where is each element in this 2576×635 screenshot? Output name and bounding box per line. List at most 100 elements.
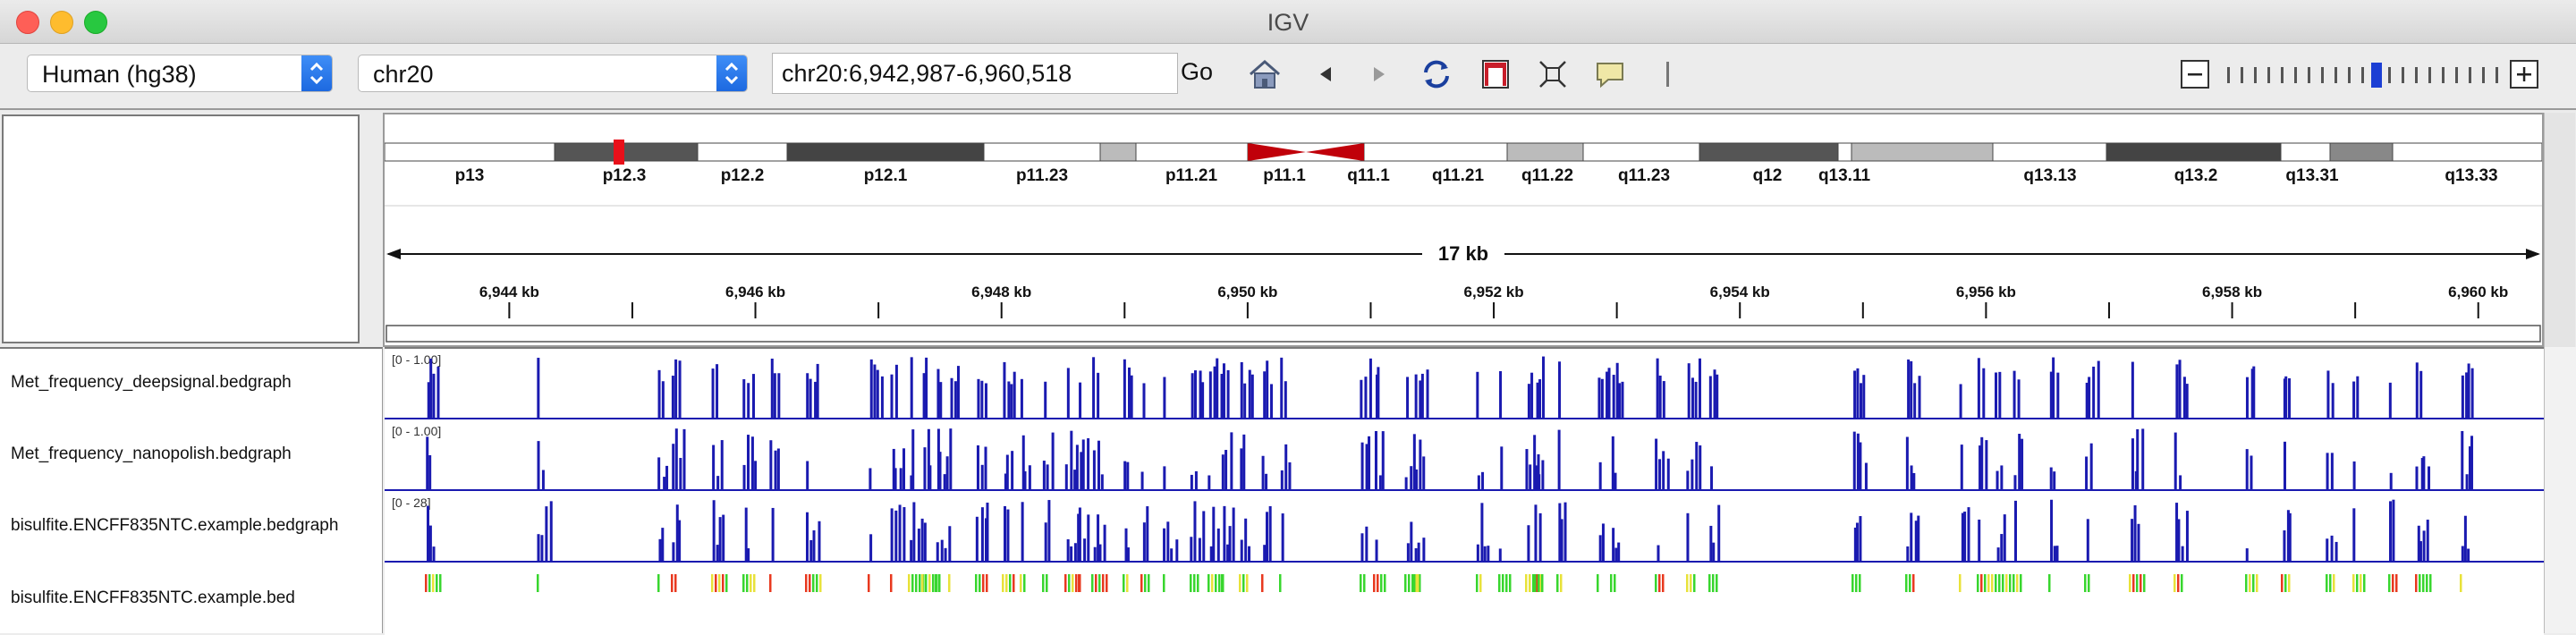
nanopolish-bar <box>1163 466 1166 490</box>
ideogram-band-12 <box>1851 142 1994 162</box>
deepsignal-bar <box>1130 375 1133 419</box>
deepsignal-bar <box>1708 376 1712 419</box>
bisulfite-bedgraph-bar <box>1097 514 1100 562</box>
nanopolish-bar <box>892 448 895 490</box>
header-scrollbar[interactable] <box>2544 113 2575 347</box>
nanopolish-bar <box>1288 461 1292 490</box>
nanopolish-bar <box>1092 450 1096 490</box>
deepsignal-bar <box>1092 357 1096 419</box>
bisulfite-bedgraph-bar <box>1226 544 1230 562</box>
refresh-icon[interactable] <box>1419 56 1454 92</box>
nanopolish-bar <box>1410 466 1413 490</box>
zoom-in-button[interactable] <box>2510 60 2538 89</box>
nanopolish-bar <box>984 446 987 490</box>
nanopolish-bar <box>1598 461 1602 490</box>
deepsignal-bar <box>1208 371 1212 419</box>
deepsignal-bar <box>1420 373 1424 419</box>
locus-input[interactable] <box>782 60 1166 88</box>
bisulfite-bedgraph-bar <box>1917 515 1920 562</box>
zoom-slider[interactable] <box>2222 58 2508 90</box>
bed-feature <box>1009 574 1012 592</box>
nanopolish-bar <box>1070 430 1073 490</box>
minimize-window-button[interactable] <box>50 11 73 34</box>
bisulfite-bedgraph-bar <box>809 539 813 562</box>
bisulfite-bedgraph-bar <box>1498 548 1502 562</box>
region-of-interest-icon[interactable] <box>1478 56 1513 92</box>
bisulfite-bedgraph-bar <box>1375 539 1378 562</box>
band-label-q13.33: q13.33 <box>2445 166 2497 185</box>
bisulfite-bedgraph-bar <box>2419 541 2422 562</box>
bed-feature <box>1716 574 1718 592</box>
bisulfite-bedgraph-bar <box>1527 525 1530 562</box>
deepsignal-bar <box>2085 382 2089 419</box>
nanopolish-bar <box>1374 430 1377 490</box>
close-window-button[interactable] <box>16 11 39 34</box>
bed-feature <box>1380 574 1383 592</box>
track-scrollbar[interactable] <box>2544 347 2576 633</box>
bed-feature <box>2181 574 2183 592</box>
band-label-p11.21: p11.21 <box>1165 166 1218 185</box>
bed-feature <box>1211 574 1214 592</box>
bed-feature <box>1144 574 1147 592</box>
bed-feature <box>439 574 442 592</box>
go-button[interactable]: Go <box>1181 58 1214 85</box>
bisulfite-bedgraph-bar <box>1967 507 1970 562</box>
plus-icon <box>2517 67 2531 81</box>
bisulfite-bedgraph-bar <box>1193 501 1197 562</box>
nanopolish-bar <box>1864 462 1868 490</box>
home-icon[interactable] <box>1247 56 1283 92</box>
bisulfite-bedgraph-bar <box>545 506 548 562</box>
bed-feature <box>1193 574 1196 592</box>
deepsignal-bar <box>1213 366 1216 419</box>
band-label-q13.31: q13.31 <box>2285 166 2339 185</box>
nanopolish-bar <box>674 428 678 490</box>
deepsignal-bar <box>809 378 812 419</box>
ideogram-band-17 <box>2392 142 2542 162</box>
track-data-canvas[interactable] <box>385 349 2544 633</box>
bed-feature <box>1005 574 1008 592</box>
bed-feature <box>1912 574 1915 592</box>
bed-feature <box>816 574 818 592</box>
track-name-nanopolish[interactable]: Met_frequency_nanopolish.bedgraph <box>11 444 292 463</box>
zoom-window-button[interactable] <box>84 11 107 34</box>
bisulfite-bedgraph-bar <box>1709 525 1713 562</box>
band-label-p12.3: p12.3 <box>603 166 647 185</box>
track-name-deepsignal[interactable]: Met_frequency_deepsignal.bedgraph <box>11 373 292 392</box>
nanopolish-bar <box>2330 453 2334 490</box>
bisulfite-bedgraph-bar <box>948 526 952 562</box>
ruler-toggle[interactable] <box>1666 62 1669 87</box>
deepsignal-bar <box>1698 358 1701 419</box>
bed-feature <box>2395 574 2398 592</box>
nanopolish-bar <box>1261 455 1265 490</box>
chromosome-ideogram[interactable]: p13 p12.3 p12.2 p12.1 p11.23 p11.21 p11.1 q11.1… <box>385 114 2542 345</box>
back-icon[interactable] <box>1308 56 1343 92</box>
bed-feature <box>1126 574 1129 592</box>
bed-feature <box>1987 574 1990 592</box>
bed-feature <box>1148 574 1150 592</box>
bisulfite-bedgraph-bar <box>2175 503 2179 562</box>
zoom-out-button[interactable] <box>2181 60 2209 89</box>
locus-field[interactable] <box>772 53 1178 94</box>
popup-info-icon[interactable] <box>1592 56 1628 92</box>
band-label-q13.11: q13.11 <box>1818 166 1871 185</box>
bisulfite-bedgraph-bar <box>1198 538 1201 562</box>
bed-feature <box>1242 574 1245 592</box>
bisulfite-bedgraph-bar <box>1263 545 1267 562</box>
bisulfite-bedgraph-bar <box>1406 543 1410 562</box>
resize-to-window-icon[interactable] <box>1535 56 1571 92</box>
bed-feature <box>932 574 935 592</box>
track-name-bisulfite-bedgraph[interactable]: bisulfite.ENCFF835NTC.example.bedgraph <box>11 516 339 535</box>
chromosome-dropdown[interactable]: chr20 <box>358 55 748 92</box>
nanopolish-bar <box>1240 448 1243 490</box>
genome-dropdown[interactable]: Human (hg38) <box>27 55 333 92</box>
bed-feature <box>1538 574 1540 592</box>
bed-feature <box>919 574 921 592</box>
bed-feature <box>1905 574 1908 592</box>
deepsignal-bar <box>671 376 674 419</box>
forward-icon[interactable] <box>1361 56 1397 92</box>
bed-feature <box>1002 574 1004 592</box>
nanopolish-bar <box>1557 429 1561 490</box>
deepsignal-bar <box>1959 384 1962 419</box>
track-name-bisulfite-bed[interactable]: bisulfite.ENCFF835NTC.example.bed <box>11 588 295 607</box>
ideogram-band-10 <box>1699 142 1839 162</box>
